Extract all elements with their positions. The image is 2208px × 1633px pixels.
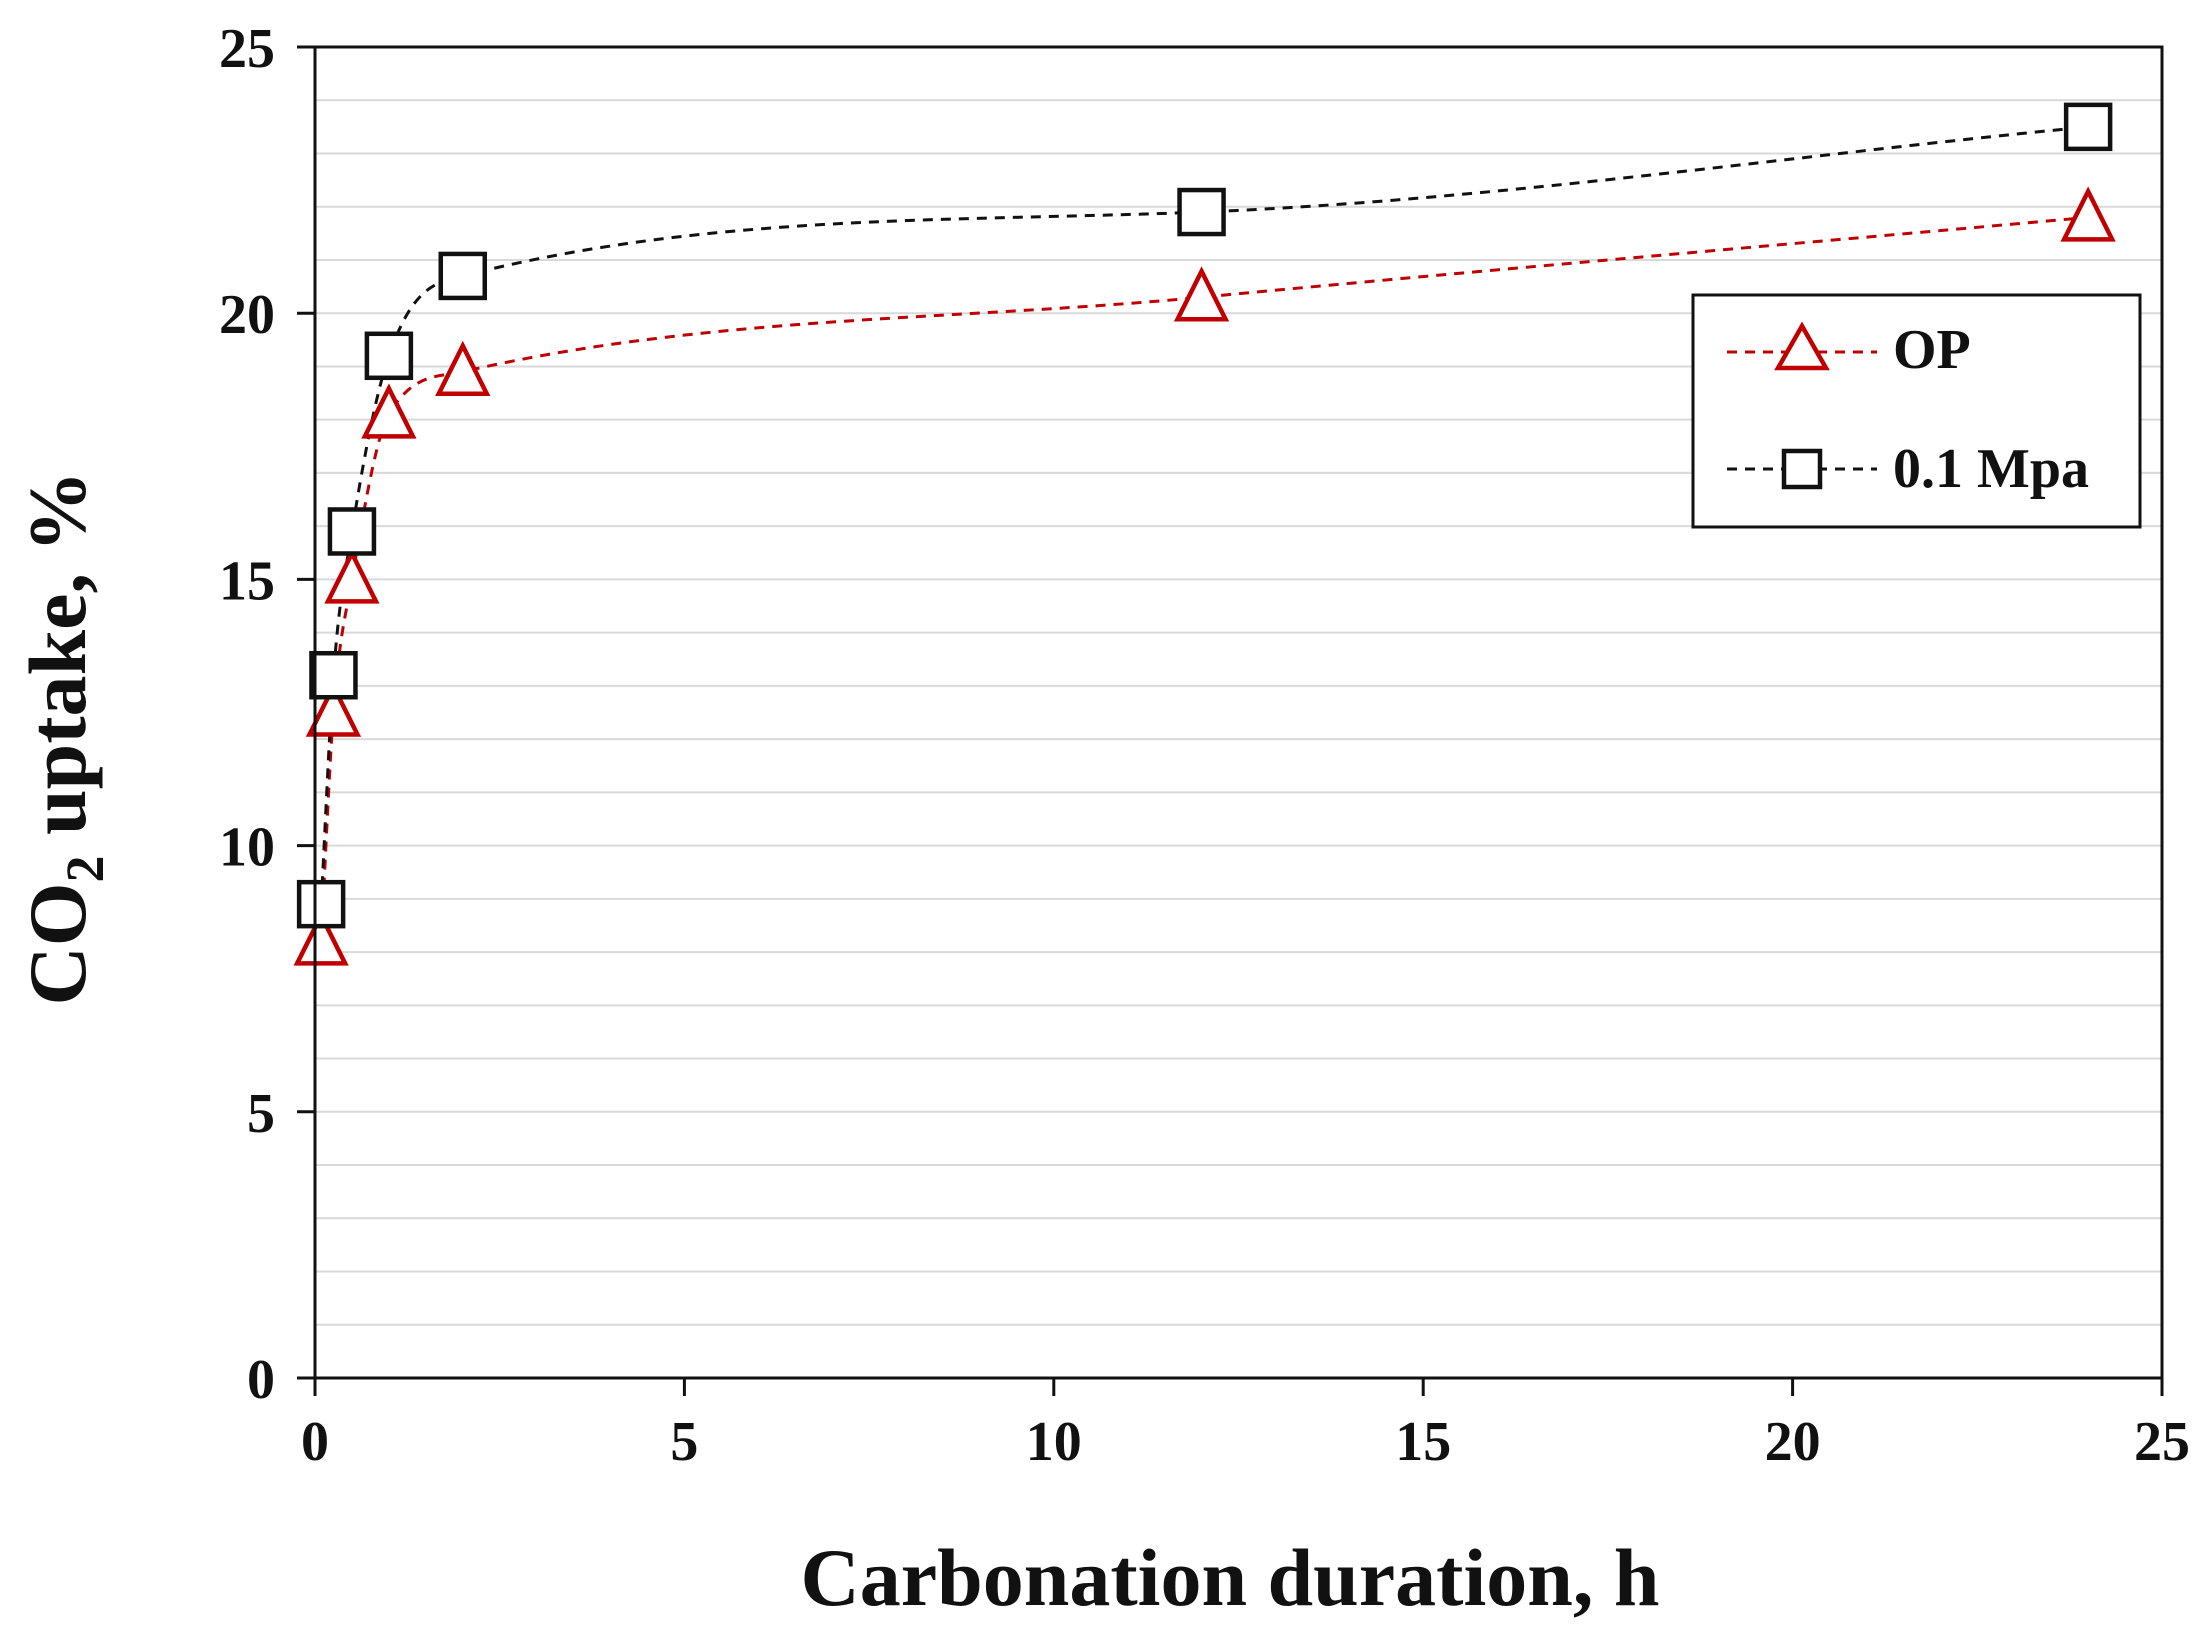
y-axis-label-prefix: CO bbox=[12, 883, 103, 1006]
data-point-op bbox=[2060, 186, 2116, 242]
x-tick-label: 20 bbox=[1765, 1411, 1821, 1473]
axes bbox=[297, 45, 2164, 1396]
data-point-op bbox=[361, 383, 417, 439]
y-axis-label-subscript: 2 bbox=[55, 856, 115, 883]
grid-lines bbox=[315, 99, 2162, 1326]
data-point-mpa bbox=[2063, 102, 2113, 152]
x-tick-label: 25 bbox=[2134, 1411, 2190, 1473]
y-axis-label: CO2 uptake, % bbox=[12, 470, 115, 1005]
legend-box bbox=[1691, 293, 2142, 529]
data-point-mpa bbox=[309, 650, 358, 700]
y-tick-label: 25 bbox=[219, 18, 275, 80]
y-tick-label: 5 bbox=[247, 1083, 275, 1145]
data-point-mpa bbox=[296, 879, 346, 929]
plot-frame bbox=[313, 45, 2164, 1380]
x-tick-label: 10 bbox=[1026, 1411, 1082, 1473]
x-tick-label: 0 bbox=[301, 1411, 329, 1473]
data-point-op bbox=[1173, 266, 1230, 322]
x-axis-label: Carbonation duration, h bbox=[801, 1532, 1660, 1623]
data-point-mpa bbox=[364, 331, 414, 381]
legend-label-mpa: 0.1 Mpa bbox=[1893, 438, 2089, 500]
y-tick-label: 0 bbox=[247, 1349, 275, 1411]
y-tick-label: 15 bbox=[219, 550, 275, 612]
y-axis-label-suffix: uptake, % bbox=[12, 470, 103, 855]
data-point-mpa bbox=[327, 507, 377, 556]
x-tick-label: 15 bbox=[1395, 1411, 1451, 1473]
data-point-op bbox=[305, 681, 362, 737]
data-point-mpa bbox=[1177, 187, 1226, 237]
series-markers bbox=[293, 102, 2116, 966]
x-tick-label: 5 bbox=[670, 1411, 698, 1473]
legend-marker-mpa bbox=[1781, 448, 1823, 490]
y-tick-label: 10 bbox=[219, 817, 275, 879]
data-point-op bbox=[324, 548, 380, 604]
legend-marker-op bbox=[1774, 321, 1830, 371]
tick-labels: 0 5 10 15 20 25 0 5 10 15 20 25 bbox=[219, 18, 2190, 1473]
data-point-op bbox=[435, 340, 491, 397]
legend-label-op: OP bbox=[1893, 319, 1971, 381]
data-point-op bbox=[293, 910, 349, 966]
legend: OP 0.1 Mpa bbox=[1691, 293, 2142, 529]
data-point-mpa bbox=[438, 251, 488, 301]
series-lines bbox=[319, 125, 2089, 942]
y-tick-label: 20 bbox=[219, 284, 275, 346]
